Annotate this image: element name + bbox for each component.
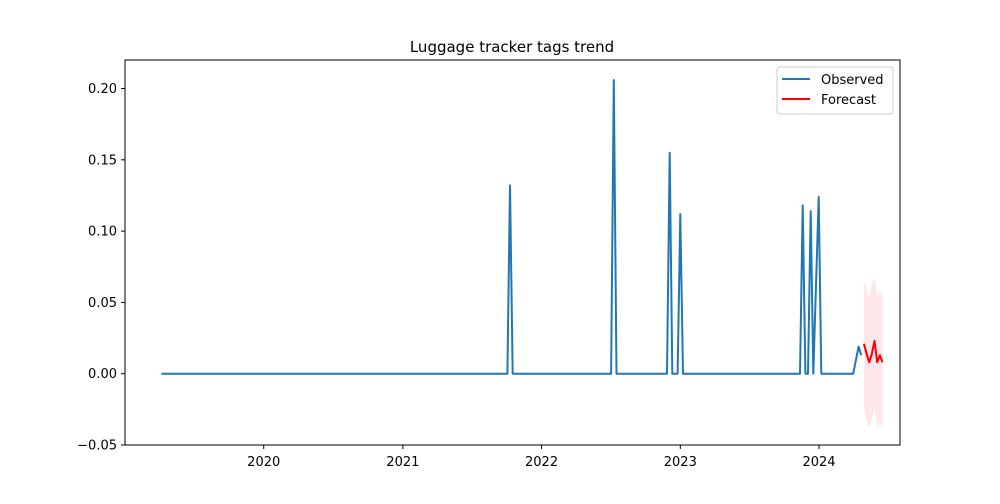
legend: Observed Forecast xyxy=(776,66,894,115)
chart-title: Luggage tracker tags trend xyxy=(410,38,614,56)
x-tick-label: 2020 xyxy=(247,455,280,470)
series-layer xyxy=(161,79,884,375)
y-tick-label: −0.05 xyxy=(77,439,117,454)
y-tick-label: 0.05 xyxy=(88,296,117,311)
y-axis: −0.05 0.00 0.05 0.10 0.15 0.20 xyxy=(77,82,125,454)
y-tick-label: 0.15 xyxy=(88,153,117,168)
x-tick-label: 2023 xyxy=(664,455,697,470)
x-tick-label: 2022 xyxy=(525,455,558,470)
y-tick-label: 0.00 xyxy=(88,367,117,382)
x-tick-label: 2021 xyxy=(386,455,419,470)
legend-label-observed: Observed xyxy=(821,73,884,88)
x-axis: 2020 2021 2022 2023 2024 xyxy=(247,445,836,470)
forecast-interval-band xyxy=(863,276,883,430)
forecast-interval-layer xyxy=(863,276,883,430)
plot-area-frame xyxy=(124,59,901,446)
x-tick-label: 2024 xyxy=(802,455,835,470)
y-tick-label: 0.20 xyxy=(88,82,117,97)
forecast-series-line xyxy=(862,339,884,364)
legend-label-forecast: Forecast xyxy=(821,93,876,108)
observed-series-line xyxy=(161,79,863,375)
y-tick-label: 0.10 xyxy=(88,225,117,240)
